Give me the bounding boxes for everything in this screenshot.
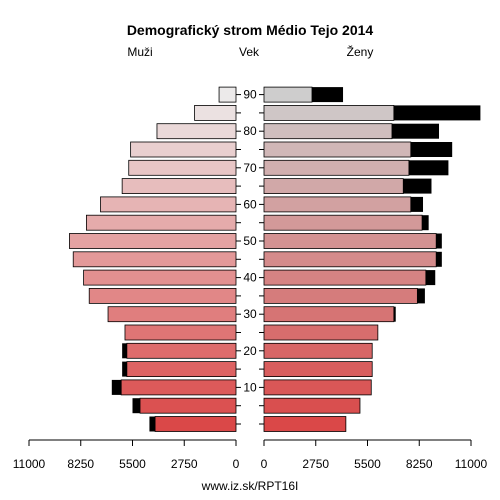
bar-women-60-64	[263, 196, 412, 213]
bar-men-excess-20-24	[122, 343, 127, 359]
age-label: 20	[243, 344, 257, 358]
bar-women-excess-30-34	[393, 306, 396, 322]
bar-women-excess-70-74	[408, 160, 449, 176]
bar-men-5-9	[139, 397, 237, 414]
x-tick-label-left: 5500	[119, 457, 146, 471]
bar-men-35-39	[88, 287, 237, 304]
bar-men-90+	[218, 86, 237, 103]
age-label: 30	[243, 307, 257, 321]
age-label: 70	[243, 161, 257, 175]
age-label: 40	[243, 271, 257, 285]
axes-layer: 10 20 30 40 50 60 70 80 90 11000 8250 5500 2750 0 0 275…	[13, 88, 488, 471]
bar-men-10-14	[120, 379, 237, 396]
bar-women-80-84	[263, 123, 393, 140]
bar-women-excess-50-54	[436, 233, 442, 249]
bar-men-15-19	[126, 361, 237, 378]
bar-men-85-89	[194, 105, 237, 121]
bar-women-45-49	[263, 251, 437, 268]
x-tick-label-right: 11000	[455, 457, 488, 471]
bar-women-excess-85-89	[393, 105, 481, 121]
bar-men-excess-0-4	[149, 416, 156, 432]
bar-men-excess-5-9	[132, 398, 141, 414]
right-series-label: Ženy	[347, 44, 374, 59]
bar-women-excess-55-59	[422, 215, 429, 231]
bar-women-10-14	[263, 379, 372, 396]
bar-men-60-64	[100, 196, 237, 213]
bar-women-5-9	[263, 397, 361, 414]
bar-women-0-4	[263, 416, 347, 432]
bar-women-35-39	[263, 287, 418, 304]
bar-women-excess-80-84	[391, 123, 440, 139]
bar-men-45-49	[72, 251, 237, 268]
bar-women-40-44	[263, 269, 427, 286]
x-tick-label-right: 0	[261, 457, 268, 471]
bar-women-55-59	[263, 214, 423, 231]
bar-women-50-54	[263, 233, 437, 249]
bar-women-excess-40-44	[425, 270, 436, 286]
bar-women-75-79	[263, 141, 412, 158]
bar-women-excess-65-69	[403, 178, 432, 194]
age-label: 50	[243, 234, 257, 248]
bar-men-20-24	[126, 342, 237, 359]
bar-men-50-54	[69, 233, 237, 249]
bar-men-excess-10-14	[111, 379, 122, 395]
x-tick-label-left: 11000	[13, 457, 46, 471]
bar-women-70-74	[263, 159, 410, 176]
bar-women-excess-45-49	[436, 251, 442, 267]
bar-men-30-34	[107, 306, 237, 323]
bar-women-excess-60-64	[410, 196, 424, 212]
bar-men-70-74	[128, 159, 237, 176]
bars-layer	[69, 86, 481, 432]
left-series-label: Muži	[127, 45, 152, 59]
bar-women-excess-35-39	[417, 288, 425, 304]
bar-men-25-29	[124, 324, 237, 341]
bar-women-excess-90+	[311, 87, 344, 103]
x-tick-label-right: 8250	[406, 457, 433, 471]
x-tick-label-right: 2750	[302, 457, 329, 471]
x-tick-label-left: 8250	[67, 457, 94, 471]
bar-women-85-89	[263, 105, 395, 121]
age-label: 10	[243, 380, 257, 394]
center-axis-label: Vek	[239, 45, 260, 59]
x-tick-label-left: 2750	[171, 457, 198, 471]
bar-men-65-69	[121, 178, 237, 195]
age-label: 80	[243, 124, 257, 138]
bar-men-80-84	[156, 123, 237, 140]
x-tick-label-left: 0	[233, 457, 240, 471]
footer-url[interactable]: www.iz.sk/RPT16I	[201, 479, 299, 493]
bar-women-65-69	[263, 178, 404, 195]
age-label: 90	[243, 88, 257, 102]
bar-men-40-44	[83, 269, 237, 286]
bar-men-excess-15-19	[122, 361, 127, 377]
bar-women-15-19	[263, 361, 373, 378]
bar-women-30-34	[263, 306, 395, 323]
x-tick-label-right: 5500	[354, 457, 381, 471]
chart-title: Demografický strom Médio Tejo 2014	[127, 22, 374, 38]
age-label: 60	[243, 197, 257, 211]
bar-women-excess-75-79	[410, 142, 453, 157]
bar-women-90+	[263, 86, 313, 103]
bar-women-25-29	[263, 324, 379, 341]
bar-men-0-4	[154, 416, 237, 432]
bar-women-20-24	[263, 342, 373, 359]
bar-men-55-59	[85, 214, 237, 231]
bar-men-75-79	[130, 141, 237, 158]
